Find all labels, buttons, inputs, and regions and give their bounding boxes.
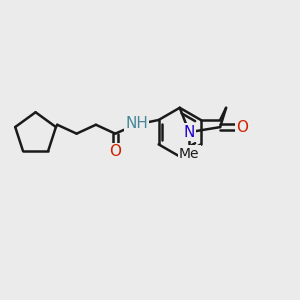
- Text: O: O: [236, 120, 248, 135]
- Text: N: N: [184, 125, 195, 140]
- Text: NH: NH: [125, 116, 148, 131]
- Text: Me: Me: [179, 147, 200, 160]
- Text: O: O: [109, 144, 121, 159]
